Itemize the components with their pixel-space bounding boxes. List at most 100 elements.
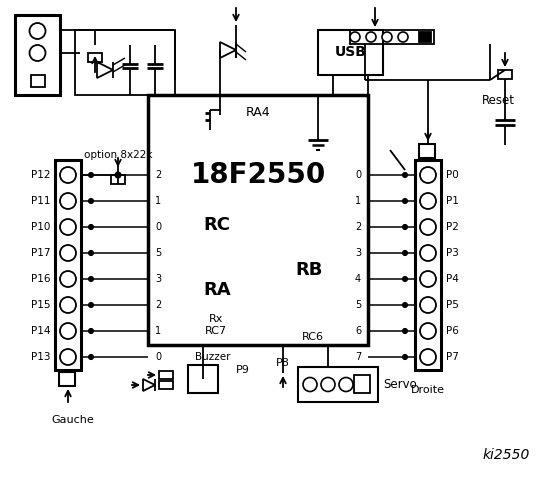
Text: P15: P15 <box>30 300 50 310</box>
Circle shape <box>303 377 317 392</box>
Text: ki2550: ki2550 <box>483 448 530 462</box>
Bar <box>318 30 383 75</box>
Bar <box>15 15 60 95</box>
Circle shape <box>321 377 335 392</box>
Text: 0: 0 <box>355 170 361 180</box>
Text: RC: RC <box>203 216 230 234</box>
Text: P7: P7 <box>446 352 459 362</box>
Bar <box>498 70 512 79</box>
Circle shape <box>403 172 408 178</box>
Bar <box>350 30 434 44</box>
Text: 3: 3 <box>355 248 361 258</box>
Circle shape <box>115 172 121 178</box>
Circle shape <box>420 219 436 235</box>
Bar <box>415 160 441 370</box>
Text: Droite: Droite <box>411 385 445 395</box>
Bar <box>354 375 370 393</box>
Circle shape <box>403 355 408 360</box>
Bar <box>111 175 125 184</box>
Bar <box>88 53 102 62</box>
Bar <box>298 367 378 402</box>
Circle shape <box>29 23 45 39</box>
Bar <box>30 75 44 87</box>
Text: P1: P1 <box>446 196 459 206</box>
Text: P6: P6 <box>446 326 459 336</box>
Circle shape <box>420 193 436 209</box>
Circle shape <box>420 323 436 339</box>
Circle shape <box>382 32 392 42</box>
Text: Servo: Servo <box>383 378 417 391</box>
Circle shape <box>60 271 76 287</box>
Text: P14: P14 <box>30 326 50 336</box>
Text: P9: P9 <box>236 365 250 375</box>
Text: 5: 5 <box>155 248 161 258</box>
Text: RA4: RA4 <box>246 107 270 120</box>
Text: P16: P16 <box>30 274 50 284</box>
Circle shape <box>420 271 436 287</box>
Circle shape <box>398 32 408 42</box>
Bar <box>59 372 75 386</box>
Text: RC6: RC6 <box>302 332 324 342</box>
Circle shape <box>60 219 76 235</box>
Circle shape <box>29 45 45 61</box>
Text: P13: P13 <box>30 352 50 362</box>
Bar <box>419 144 435 158</box>
Circle shape <box>88 172 93 178</box>
Text: Rx
RC7: Rx RC7 <box>205 314 227 336</box>
Circle shape <box>403 328 408 334</box>
Text: 18F2550: 18F2550 <box>190 161 326 189</box>
Text: P10: P10 <box>30 222 50 232</box>
Circle shape <box>88 302 93 308</box>
Circle shape <box>420 245 436 261</box>
Circle shape <box>350 32 360 42</box>
Text: 2: 2 <box>155 300 161 310</box>
Circle shape <box>88 251 93 255</box>
Text: Buzzer: Buzzer <box>195 352 231 362</box>
Circle shape <box>60 193 76 209</box>
Text: 2: 2 <box>155 170 161 180</box>
Text: P0: P0 <box>446 170 459 180</box>
Circle shape <box>88 328 93 334</box>
Text: USB: USB <box>335 46 367 60</box>
Circle shape <box>60 297 76 313</box>
Circle shape <box>60 349 76 365</box>
Circle shape <box>88 276 93 281</box>
Text: Reset: Reset <box>482 94 515 107</box>
Text: 1: 1 <box>355 196 361 206</box>
Text: 2: 2 <box>355 222 361 232</box>
Text: P2: P2 <box>446 222 459 232</box>
Bar <box>188 365 218 393</box>
Bar <box>148 95 368 345</box>
Circle shape <box>403 251 408 255</box>
Circle shape <box>339 377 353 392</box>
Text: P5: P5 <box>446 300 459 310</box>
Text: 4: 4 <box>355 274 361 284</box>
Bar <box>55 160 81 370</box>
Text: 6: 6 <box>355 326 361 336</box>
Circle shape <box>420 349 436 365</box>
Text: Gauche: Gauche <box>51 415 95 425</box>
Circle shape <box>403 276 408 281</box>
Circle shape <box>403 225 408 229</box>
Circle shape <box>403 199 408 204</box>
Text: P3: P3 <box>446 248 459 258</box>
Text: 5: 5 <box>355 300 361 310</box>
Circle shape <box>420 297 436 313</box>
Text: P4: P4 <box>446 274 459 284</box>
Circle shape <box>88 199 93 204</box>
Bar <box>419 32 431 42</box>
Text: P12: P12 <box>30 170 50 180</box>
Text: P17: P17 <box>30 248 50 258</box>
Text: RB: RB <box>296 261 323 279</box>
Circle shape <box>403 302 408 308</box>
Text: 1: 1 <box>155 196 161 206</box>
Circle shape <box>60 167 76 183</box>
Text: P8: P8 <box>276 358 290 368</box>
Bar <box>159 371 173 379</box>
Text: 7: 7 <box>355 352 361 362</box>
Text: 0: 0 <box>155 352 161 362</box>
Circle shape <box>88 225 93 229</box>
Text: option 8x22k: option 8x22k <box>84 150 152 160</box>
Text: 0: 0 <box>155 222 161 232</box>
Text: 3: 3 <box>155 274 161 284</box>
